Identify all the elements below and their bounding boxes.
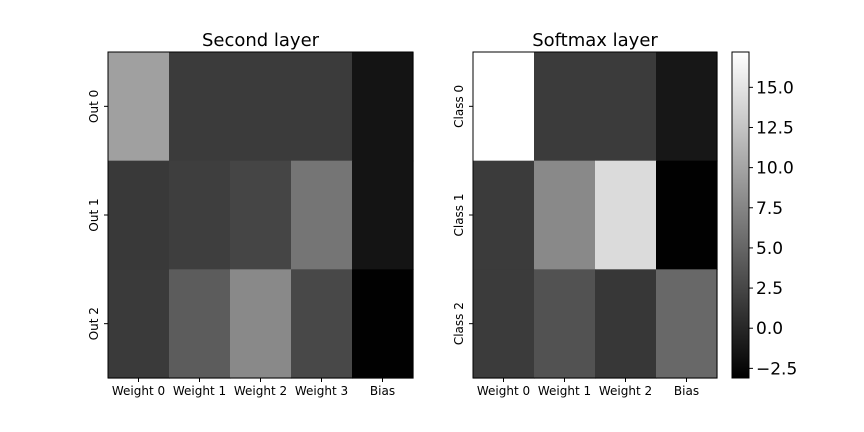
second-layer-y-tick-label: Out 2 <box>87 307 101 340</box>
colorbar-tick-label: 2.5 <box>756 279 783 299</box>
softmax-layer-cell-r0-c1 <box>534 52 596 162</box>
second-layer-x-tick-label: Weight 2 <box>234 384 287 398</box>
second-layer-cell-r2-c2 <box>230 269 292 379</box>
softmax-layer-cell-r1-c3 <box>656 160 718 270</box>
colorbar-tick-label: 7.5 <box>756 199 783 219</box>
second-layer-title: Second layer <box>202 30 320 51</box>
second-layer-y-tick-label: Out 0 <box>87 90 101 123</box>
second-layer-x-tick-label: Bias <box>370 384 395 398</box>
second-layer-cell-r1-c3 <box>291 160 353 270</box>
second-layer-cell-r2-c3 <box>291 269 353 379</box>
softmax-layer-x-tick-label: Weight 0 <box>477 384 530 398</box>
softmax-layer-cell-r0-c2 <box>595 52 657 162</box>
softmax-layer-y-tick-label: Class 0 <box>452 85 466 128</box>
second-layer-x-tick-label: Weight 3 <box>295 384 348 398</box>
colorbar: −2.5 0.0 2.5 5.0 7.5 10.0 12.5 15.0 <box>731 51 797 379</box>
softmax-layer-x-tick-label: Weight 1 <box>538 384 591 398</box>
second-layer-x-tick-label: Weight 1 <box>173 384 226 398</box>
colorbar-tick-label: 5.0 <box>756 239 783 259</box>
softmax-layer-cell-r2-c3 <box>656 269 718 379</box>
second-layer-x-tick-label: Weight 0 <box>112 384 165 398</box>
colorbar-tick-label: −2.5 <box>756 359 797 379</box>
colorbar-tick-label: 12.5 <box>756 118 794 138</box>
softmax-layer-cell-r2-c2 <box>595 269 657 379</box>
second-layer-cell-r1-c1 <box>169 160 231 270</box>
softmax-layer-x-tick-label: Weight 2 <box>599 384 652 398</box>
softmax-layer-cell-r1-c0 <box>473 160 535 270</box>
second-layer-cell-r1-c4 <box>352 160 414 270</box>
second-layer-cell-r0-c0 <box>108 52 170 162</box>
second-layer-cell-r0-c1 <box>169 52 231 162</box>
colorbar-gradient <box>731 51 750 379</box>
second-layer-cell-r2-c4 <box>352 269 414 379</box>
second-layer-cell-r0-c4 <box>352 52 414 162</box>
softmax-layer-cell-r1-c1 <box>534 160 596 270</box>
softmax-layer-y-tick-label: Class 2 <box>452 302 466 345</box>
colorbar-tick-label: 10.0 <box>756 159 794 179</box>
second-layer-y-tick-label: Out 1 <box>87 198 101 231</box>
softmax-layer-heatmap: Softmax layer Weight 0 Weight 1 Weight 2 Bi… <box>452 30 718 398</box>
second-layer-cell-r1-c0 <box>108 160 170 270</box>
softmax-layer-x-tick-label: Bias <box>674 384 699 398</box>
softmax-layer-y-tick-label: Class 1 <box>452 193 466 236</box>
softmax-layer-cell-r0-c0 <box>473 52 535 162</box>
second-layer-cell-r2-c0 <box>108 269 170 379</box>
softmax-layer-cell-r0-c3 <box>656 52 718 162</box>
colorbar-tick-label: 0.0 <box>756 319 783 339</box>
colorbar-tick-label: 15.0 <box>756 78 794 98</box>
second-layer-cell-r0-c2 <box>230 52 292 162</box>
second-layer-cell-r0-c3 <box>291 52 353 162</box>
second-layer-cell-r2-c1 <box>169 269 231 379</box>
second-layer-cell-r1-c2 <box>230 160 292 270</box>
softmax-layer-cell-r2-c1 <box>534 269 596 379</box>
second-layer-heatmap: Second layer Weight 0 Weight 1 Weight 2 Wei… <box>87 30 414 398</box>
softmax-layer-title: Softmax layer <box>532 30 658 51</box>
softmax-layer-cell-r2-c0 <box>473 269 535 379</box>
softmax-layer-cell-r1-c2 <box>595 160 657 270</box>
